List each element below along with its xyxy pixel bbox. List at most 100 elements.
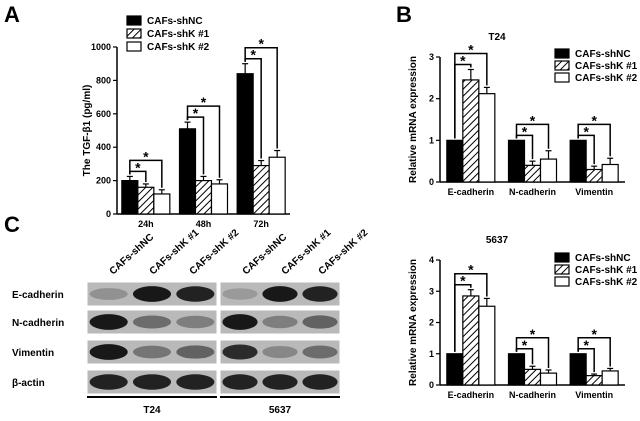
chart-title: T24	[488, 32, 506, 43]
blot-band	[89, 344, 128, 360]
blot-band	[302, 345, 338, 359]
y-axis-label: Relative mRNA expression	[408, 56, 419, 183]
blot-band	[89, 288, 128, 300]
y-tick-label: 600	[96, 109, 111, 119]
blot-band	[132, 345, 172, 359]
bar	[121, 180, 139, 215]
blot-band	[222, 374, 258, 390]
y-tick-label: 2	[429, 94, 434, 104]
blot-band	[262, 345, 298, 359]
significance-star: *	[530, 112, 536, 128]
legend-label: CAFs-shNC	[575, 49, 631, 60]
blot-band	[89, 314, 128, 330]
significance-star: *	[201, 94, 207, 110]
blot-band	[176, 374, 215, 390]
bar	[252, 164, 270, 215]
legend-label: CAFs-shK #2	[147, 42, 210, 53]
y-axis-label: The TGF-β1 (pg/ml)	[82, 85, 93, 177]
bar	[585, 375, 603, 386]
blot-band	[222, 288, 258, 300]
significance-star: *	[460, 273, 466, 289]
significance-star: *	[468, 262, 474, 278]
bar	[507, 139, 526, 183]
x-tick-label: 72h	[253, 219, 269, 229]
blot-band	[132, 315, 172, 329]
x-tick-label: 24h	[138, 219, 154, 229]
blot-band	[302, 286, 338, 302]
y-tick-label: 1000	[91, 42, 111, 52]
x-tick-label: 48h	[196, 219, 212, 229]
blot-band	[176, 286, 215, 302]
legend-swatch	[554, 252, 570, 263]
bar	[478, 93, 496, 183]
legend-label: CAFs-shK #2	[575, 73, 638, 84]
significance-star: *	[591, 112, 597, 128]
legend-swatch	[554, 72, 570, 83]
significance-star: *	[135, 159, 141, 175]
bar	[178, 128, 197, 215]
cell-line-label: T24	[143, 405, 161, 416]
y-tick-label: 3	[429, 52, 434, 62]
significance-star: *	[583, 123, 589, 139]
bar	[153, 193, 171, 215]
bar	[446, 353, 464, 386]
significance-star: *	[530, 326, 536, 342]
panel-letter-b: B	[396, 2, 412, 27]
y-tick-label: 1	[429, 135, 434, 145]
legend-swatch	[554, 276, 570, 287]
legend-swatch	[126, 28, 142, 39]
y-tick-label: 0	[429, 177, 434, 187]
x-tick-label: N-cadherin	[509, 390, 556, 400]
legend-label: CAFs-shK #2	[575, 277, 638, 288]
significance-star: *	[250, 47, 256, 63]
y-tick-label: 200	[96, 176, 111, 186]
protein-label: β-actin	[12, 378, 45, 389]
significance-bracket	[454, 52, 488, 139]
significance-bracket	[515, 123, 550, 149]
x-tick-label: E-cadherin	[448, 187, 495, 197]
blot-band	[302, 315, 338, 329]
y-tick-label: 1	[429, 349, 434, 359]
chart-mrna-t24: 0 1 2 3 Relative mRNA expression T24 E-cadheri…	[408, 32, 638, 197]
legend-label: CAFs-shK #1	[147, 29, 210, 40]
x-tick-label: Vimentin	[575, 390, 613, 400]
bar	[462, 295, 480, 386]
legend-swatch	[554, 48, 570, 59]
significance-bracket	[244, 46, 278, 149]
significance-bracket	[577, 123, 611, 157]
bar	[569, 353, 587, 386]
x-tick-label: Vimentin	[575, 187, 613, 197]
y-tick-label: 400	[96, 142, 111, 152]
legend-swatch	[126, 15, 142, 26]
significance-star: *	[522, 123, 528, 139]
x-tick-label: N-cadherin	[509, 187, 556, 197]
y-tick-label: 0	[429, 380, 434, 390]
bar	[523, 164, 542, 183]
significance-star: *	[143, 148, 149, 164]
blot-band	[176, 345, 215, 359]
blot-band	[262, 374, 298, 390]
panel-letter-a: A	[4, 2, 20, 27]
bar	[194, 180, 213, 215]
blot-band	[132, 286, 172, 302]
significance-star: *	[193, 105, 199, 121]
significance-bracket	[454, 272, 488, 352]
bar	[462, 79, 480, 183]
protein-label: Vimentin	[12, 348, 54, 359]
significance-bracket	[515, 337, 550, 368]
legend-swatch	[554, 60, 570, 71]
significance-bracket	[129, 159, 163, 188]
y-tick-label: 800	[96, 75, 111, 85]
legend-swatch	[126, 41, 142, 52]
bar	[539, 158, 558, 183]
bar	[539, 372, 558, 386]
legend-label: CAFs-shK #1	[575, 265, 638, 276]
significance-bracket	[186, 105, 221, 178]
blot-band	[132, 374, 172, 390]
bar	[236, 73, 254, 215]
significance-bracket	[577, 337, 611, 367]
bar	[585, 168, 603, 183]
bar	[478, 305, 496, 386]
